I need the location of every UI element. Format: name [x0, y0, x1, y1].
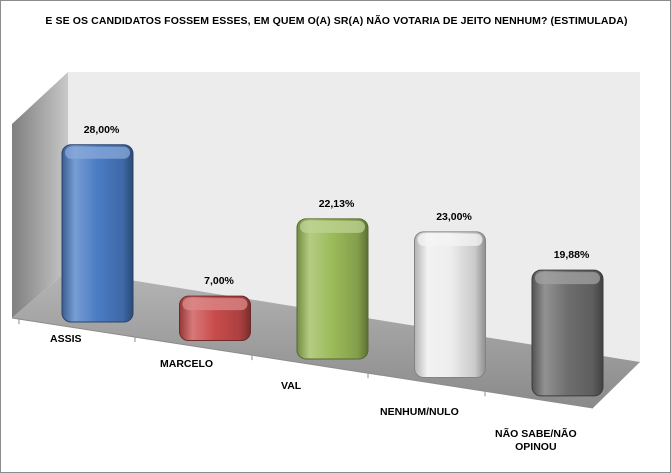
- bar-top-face: [417, 233, 483, 246]
- data-label-5: 19,88%: [554, 249, 590, 261]
- x-axis-line: [11, 317, 594, 409]
- bar-1: 28,00%: [61, 124, 134, 323]
- data-label-1: 28,00%: [84, 124, 120, 136]
- bar-body: [414, 231, 486, 378]
- back-wall: [68, 72, 640, 362]
- bar-top-face: [182, 298, 248, 311]
- data-label-4: 23,00%: [436, 211, 472, 223]
- bar-2: 7,00%: [179, 275, 251, 341]
- data-label-2: 7,00%: [204, 275, 234, 287]
- bar-body: [296, 218, 369, 360]
- bar-top-face: [65, 146, 130, 159]
- bar-top-face: [535, 272, 600, 285]
- x-tick-label-5: NÃO SABE/NÃO OPINOU: [495, 428, 577, 453]
- x-tick-label-4: NENHUM/NULO: [380, 406, 459, 418]
- bar-top-face: [300, 220, 365, 233]
- bar-body: [531, 269, 604, 397]
- bar-3: 22,13%: [296, 198, 369, 360]
- chart-title: E SE OS CANDIDATOS FOSSEM ESSES, EM QUEM…: [45, 15, 628, 27]
- bar-body: [61, 144, 134, 323]
- side-wall: [12, 72, 68, 318]
- bar-5: 19,88%: [531, 249, 604, 397]
- x-tick-label-2: MARCELO: [160, 358, 214, 370]
- x-tick-label-1: ASSIS: [50, 333, 82, 345]
- data-label-3: 22,13%: [319, 198, 355, 210]
- bar-4: 23,00%: [414, 211, 486, 378]
- x-tick-label-3: VAL: [281, 380, 302, 392]
